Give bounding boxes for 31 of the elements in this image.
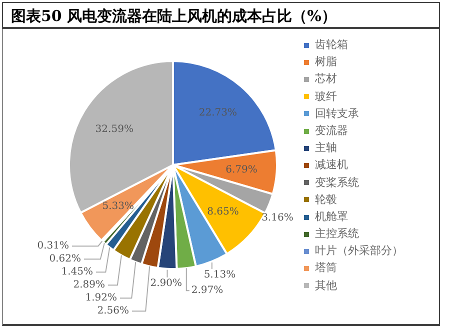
legend-label: 主轴 [315,141,337,154]
data-label: 0.31% [37,240,69,252]
data-label: 2.97% [191,285,224,296]
data-label: 32.59% [95,124,134,135]
data-label: 0.62% [49,254,81,265]
chart-title: 图表50 风电变流器在陆上风机的成本占比（%） [2,2,440,29]
legend-label: 回转支承 [315,106,359,120]
data-label: 2.89% [73,280,105,291]
data-label: 2.90% [150,278,182,289]
data-label: 1.92% [85,292,117,304]
legend-label: 变流器 [315,124,348,137]
legend-label: 塔筒 [315,261,337,274]
legend-label: 齿轮箱 [315,38,348,51]
data-label: 1.45% [61,266,93,278]
legend-label: 主控系统 [315,227,359,240]
data-label: 6.79% [226,164,258,176]
legend-label: 芯材 [315,72,337,86]
legend-label: 树脂 [315,55,337,68]
data-label: 5.13% [204,270,236,281]
legend-label: 轮毂 [315,192,337,206]
data-label: 5.33% [102,200,134,212]
legend-label: 玻纤 [315,90,337,103]
legend-label: 其他 [315,278,337,292]
data-label: 2.56% [97,306,129,317]
data-label: 8.65% [207,206,239,218]
data-label: 22.73% [198,108,238,119]
legend-label: 减速机 [315,158,348,172]
data-label: 3.16% [262,212,294,224]
legend-label: 变桨系统 [315,176,359,188]
legend-label: 机舱罩 [315,210,348,223]
legend-label: 叶片（外采部分） [315,244,403,258]
